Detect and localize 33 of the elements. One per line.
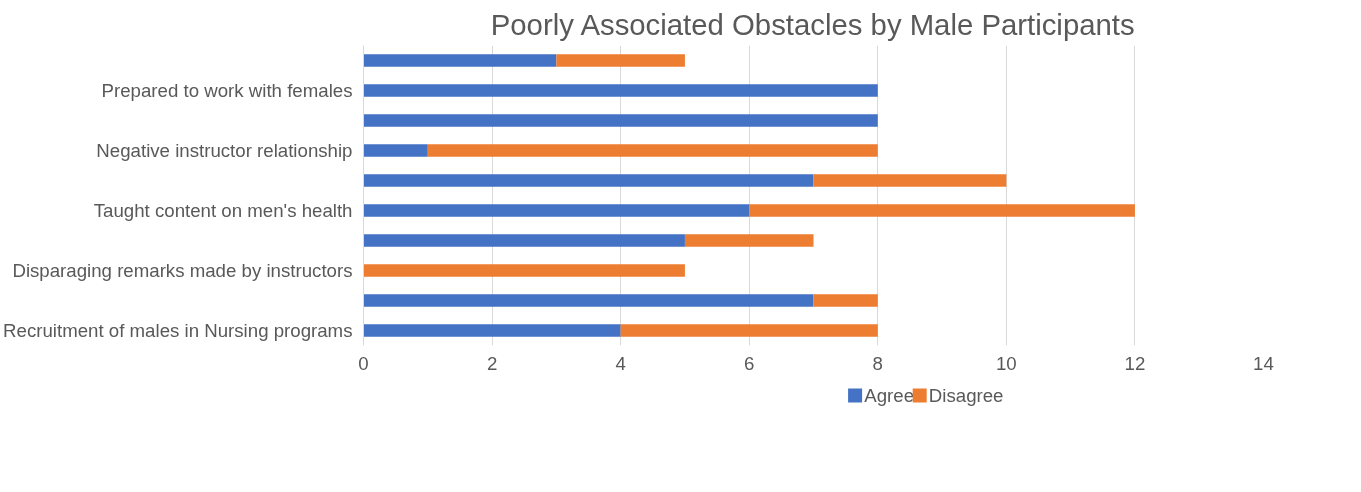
bar [363,54,557,67]
x-tick-label: 4 [615,352,626,374]
x-tick-label: 12 [1124,352,1146,374]
bar [684,234,814,247]
legend-label: Agree [864,385,915,406]
x-tick-label: 6 [744,352,755,374]
y-tick-label: Recruitment of males in Nursing programs [3,320,353,341]
bar [363,294,814,307]
bar [363,204,750,217]
bar [363,264,685,277]
bar [363,144,428,157]
bar [813,294,878,307]
x-tick-label: 14 [1253,352,1274,374]
bar [363,114,878,127]
bar [620,324,878,337]
bar [363,174,814,187]
bar [427,144,878,157]
y-tick-label: Taught content on men's health [93,200,353,221]
bar [363,84,878,97]
bar [363,324,621,337]
x-tick-label: 10 [995,352,1017,374]
y-tick-label: Negative instructor relationship [96,140,353,161]
legend-label: Disagree [928,385,1004,406]
bar [556,54,685,67]
x-tick-label: 8 [872,352,883,374]
x-tick-label: 2 [486,352,498,374]
y-tick-label: Disparaging remarks made by instructors [12,260,353,281]
x-tick-label: 0 [358,352,369,374]
y-tick-label: Prepared to work with females [101,80,353,101]
bar [749,204,1135,217]
chart-title: Poorly Associated Obstacles by Male Participants [490,7,1135,41]
bar [363,234,685,247]
bar [813,174,1007,187]
